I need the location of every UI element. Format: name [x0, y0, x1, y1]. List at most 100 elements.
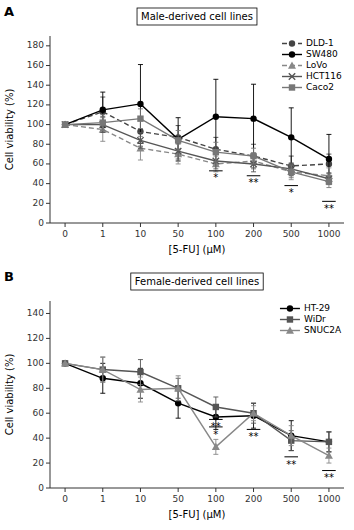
y-tick-label: 100: [27, 119, 44, 129]
point: [250, 409, 258, 416]
legend: HT-29WiDrSNUC2A: [280, 303, 342, 335]
significance-text: **: [249, 431, 259, 442]
legend-marker: [289, 51, 295, 57]
y-tick: [46, 338, 50, 339]
y-tick: [46, 438, 50, 439]
y-tick-label: 120: [27, 99, 44, 109]
title-group: Female-derived cell lines: [131, 273, 263, 290]
point: [62, 121, 68, 127]
y-tick-label: 60: [33, 158, 45, 168]
series-line: [65, 119, 329, 182]
y-tick: [46, 104, 50, 105]
y-tick: [46, 363, 50, 364]
legend-label: WiDr: [304, 314, 326, 324]
point: [326, 156, 332, 162]
x-axis-label: [5-FU] (μM): [169, 244, 226, 255]
significance-text: **: [249, 177, 259, 188]
legend-label: DLD-1: [306, 38, 334, 48]
point: [137, 137, 143, 143]
significance-text: **: [324, 472, 334, 483]
series-line: [65, 104, 329, 159]
point: [288, 169, 294, 175]
point: [174, 384, 182, 391]
x-tick-label: 1000: [317, 229, 340, 239]
point: [62, 121, 68, 127]
title: Male-derived cell lines: [141, 11, 253, 22]
series-line: [65, 112, 329, 166]
point: [62, 121, 68, 127]
y-tick-label: 60: [33, 408, 45, 418]
point: [137, 101, 143, 107]
series: [62, 109, 332, 188]
error-bar: [213, 142, 218, 162]
y-axis-line: [50, 36, 51, 223]
error-bar: [100, 92, 105, 127]
x-tick: [65, 223, 66, 227]
point: [212, 443, 220, 450]
series: [62, 97, 332, 176]
x-tick-label: 10: [135, 229, 147, 239]
y-tick-label: 140: [27, 80, 44, 90]
legend-marker: [289, 73, 295, 79]
y-tick: [46, 203, 50, 204]
legend: DLD-1SW480LoVoHCT116Caco2: [282, 38, 342, 92]
point: [325, 452, 333, 459]
point: [326, 439, 332, 445]
series-line: [65, 363, 329, 442]
x-tick: [178, 488, 179, 492]
x-tick-label: 1: [100, 229, 106, 239]
plot-area: [61, 65, 333, 188]
title: Female-derived cell lines: [135, 276, 259, 287]
significance-text: **: [286, 459, 296, 470]
y-tick-label: 40: [33, 433, 45, 443]
point: [137, 115, 143, 121]
figure: AMale-derived cell lines0204060801001201…: [0, 0, 354, 530]
point: [61, 121, 69, 128]
x-tick: [140, 223, 141, 227]
plot-area: [61, 357, 333, 463]
title-box: [137, 8, 257, 25]
title-group: Male-derived cell lines: [137, 8, 257, 25]
point: [250, 115, 256, 121]
x-tick-label: 50: [172, 494, 184, 504]
y-tick: [46, 163, 50, 164]
title-box: [131, 273, 263, 290]
error-bar: [289, 164, 294, 180]
x-tick: [253, 223, 254, 227]
legend-marker: [287, 305, 293, 311]
x-tick-label: 10: [135, 494, 147, 504]
legend-marker: [289, 40, 295, 46]
x-tick: [253, 488, 254, 492]
x-tick-label: 200: [245, 229, 262, 239]
y-tick: [46, 388, 50, 389]
series: [62, 357, 332, 452]
y-axis-label: Cell viability (%): [4, 354, 15, 436]
y-tick: [46, 144, 50, 145]
error-bar: [213, 397, 218, 417]
panel-label: B: [4, 269, 14, 284]
y-tick-label: 160: [27, 60, 44, 70]
panel: BFemale-derived cell lines02040608010012…: [4, 269, 344, 520]
y-tick: [46, 488, 50, 489]
significance-bar: [247, 429, 261, 430]
y-tick-label: 20: [33, 458, 45, 468]
y-tick: [46, 183, 50, 184]
significance-bar: [209, 419, 223, 420]
x-tick-label: 500: [283, 494, 300, 504]
x-tick-label: 1: [100, 494, 106, 504]
x-tick: [328, 488, 329, 492]
point: [287, 168, 295, 175]
legend-label: HCT116: [306, 71, 342, 81]
error-bar: [326, 173, 331, 185]
y-axis-line: [50, 301, 51, 488]
x-tick-label: 0: [62, 229, 68, 239]
x-tick: [178, 223, 179, 227]
point: [213, 149, 219, 155]
panel-label: A: [4, 4, 14, 19]
point: [99, 366, 107, 373]
series: [61, 118, 333, 184]
x-tick: [291, 223, 292, 227]
point: [250, 153, 256, 159]
x-tick: [140, 488, 141, 492]
legend-label: Caco2: [306, 82, 334, 92]
